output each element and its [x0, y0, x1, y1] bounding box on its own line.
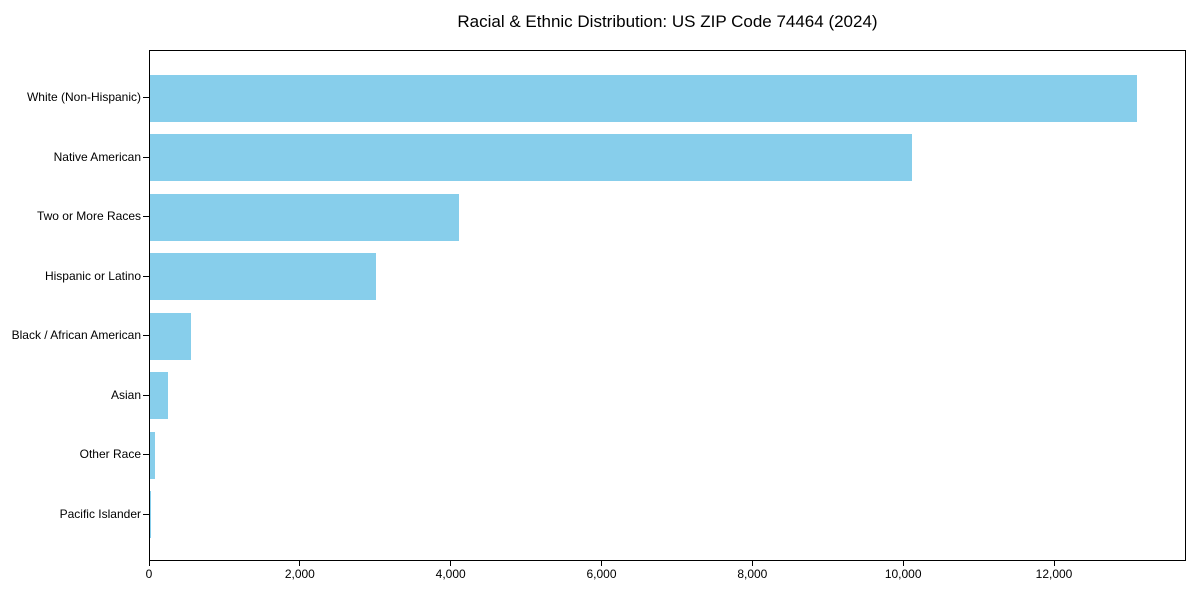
x-tick-label: 12,000 — [1035, 567, 1073, 581]
bar-asian — [150, 372, 169, 420]
y-tick-mark — [143, 335, 149, 337]
x-tick-label: 6,000 — [586, 567, 617, 581]
x-tick-label: 2,000 — [284, 567, 315, 581]
bar-hispanic-or-latino — [150, 253, 376, 301]
y-tick-label: White (Non-Hispanic) — [26, 90, 141, 104]
x-tick-mark — [450, 561, 452, 566]
bar-pacific-islander — [150, 491, 151, 539]
bar-other-race — [150, 431, 155, 479]
bar-native-american — [150, 134, 912, 182]
bar-two-or-more-races — [150, 193, 460, 241]
x-tick-label: 8,000 — [737, 567, 768, 581]
y-tick-label: Native American — [53, 149, 141, 164]
x-tick-label: 10,000 — [884, 567, 922, 581]
y-tick-mark — [143, 394, 149, 396]
x-tick-mark — [751, 561, 753, 566]
x-tick-mark — [148, 561, 150, 566]
x-tick-label: 4,000 — [435, 567, 466, 581]
y-tick-mark — [143, 216, 149, 218]
y-tick-label: Hispanic or Latino — [44, 268, 141, 283]
bar-white-non-hispanic — [150, 74, 1138, 122]
plot-area — [149, 50, 1186, 561]
y-tick-label: Two or More Races — [36, 209, 141, 224]
y-tick-mark — [143, 156, 149, 158]
y-tick-label: Asian — [110, 387, 141, 402]
y-tick-mark — [143, 454, 149, 456]
x-tick-mark — [299, 561, 301, 566]
y-tick-mark — [143, 513, 149, 515]
y-tick-mark — [143, 275, 149, 277]
chart-title: Racial & Ethnic Distribution: US ZIP Cod… — [457, 12, 878, 31]
y-tick-label: Black / African American — [11, 328, 141, 343]
x-tick-mark — [1053, 561, 1055, 566]
x-tick-mark — [902, 561, 904, 566]
y-tick-label: Other Race — [79, 447, 141, 462]
x-tick-label: 0 — [145, 567, 153, 581]
x-tick-mark — [601, 561, 602, 566]
bar-black-african-american — [150, 312, 191, 360]
y-tick-mark — [143, 97, 149, 98]
y-tick-label: Pacific Islander — [59, 506, 141, 521]
